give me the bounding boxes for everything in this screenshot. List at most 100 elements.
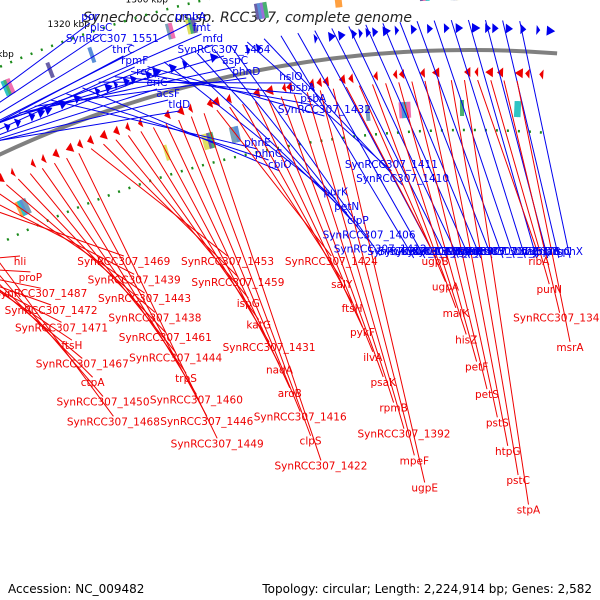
gene-label: ribA xyxy=(528,256,550,268)
label-leader-line xyxy=(165,123,291,389)
gene-label: rpmF xyxy=(121,55,148,67)
gene-label: SynRCC307_1398 xyxy=(367,246,460,258)
gene-label: msrA xyxy=(556,342,584,354)
cog-block-outer xyxy=(422,0,427,1)
gene-label: SynRCC307_1410 xyxy=(356,173,449,185)
gene-label: SynRCC307_1472 xyxy=(5,305,98,317)
gene-label: mpeF xyxy=(400,455,429,467)
map-title: Synechococcus sp. RCC307, complete genom… xyxy=(83,10,412,26)
label-leader-line xyxy=(147,66,325,117)
gene-label: petF xyxy=(465,362,488,374)
forward-gene-arrow xyxy=(94,86,101,97)
reverse-gene-arrow xyxy=(41,153,47,164)
gene-label: ftsH xyxy=(342,303,363,315)
label-leader-line xyxy=(0,262,114,417)
label-leader-line xyxy=(203,113,322,461)
label-leader-line xyxy=(254,101,363,328)
label-leader-line xyxy=(0,275,104,397)
gene-label: SynRCC307_1449 xyxy=(171,438,264,450)
label-leader-line xyxy=(297,32,426,259)
gene-label: SynRCC307_1389 xyxy=(401,246,494,258)
forward-gene-arrow xyxy=(546,25,556,36)
gene-label: phnE xyxy=(244,137,271,149)
gene-label: plsC xyxy=(90,22,112,34)
cog-block-inner xyxy=(406,101,412,118)
gene-label: ilvA xyxy=(363,352,383,364)
forward-gene-arrow xyxy=(245,45,251,56)
label-leader-line xyxy=(319,90,415,456)
gene-label: SynRCC307_1412 xyxy=(334,244,427,256)
label-leader-line xyxy=(178,119,301,412)
reverse-gene-arrow xyxy=(30,158,37,168)
gene-label: SynRCC307_1551 xyxy=(66,33,159,45)
forward-gene-arrow xyxy=(443,23,450,34)
label-leader-line xyxy=(0,290,62,323)
reverse-gene-arrow xyxy=(338,74,346,85)
gene-label: SynRCC307_1467 xyxy=(36,358,129,370)
label-leaders xyxy=(0,19,571,505)
forward-gene-arrow xyxy=(471,23,481,34)
label-leader-line xyxy=(280,35,415,259)
label-leader-line xyxy=(0,22,191,121)
cog-block-outer xyxy=(419,0,424,2)
label-leader-line xyxy=(372,84,457,308)
reverse-gene-arrow xyxy=(308,78,315,89)
forward-gene-arrow xyxy=(129,75,137,85)
cog-block-outer xyxy=(167,22,176,39)
cog-block-outer xyxy=(184,18,193,35)
gene-label: ugpB xyxy=(421,256,448,268)
gene-label: murQ xyxy=(522,246,551,258)
gene-label: hli xyxy=(14,256,27,268)
gene-label: purK xyxy=(323,187,349,199)
reverse-gene-arrow xyxy=(539,69,544,80)
gene-label: katG xyxy=(246,320,271,332)
forward-gene-arrow xyxy=(394,25,400,36)
gene-label: SynRCC307_1411 xyxy=(345,159,438,171)
label-leader-line xyxy=(0,193,145,294)
label-leader-line xyxy=(140,131,270,343)
label-leader-line xyxy=(230,45,381,256)
gene-label: petN xyxy=(334,201,359,213)
forward-gene-arrow xyxy=(372,27,379,38)
label-leader-line xyxy=(450,20,526,259)
label-leader-line xyxy=(0,204,135,275)
cog-block-inner xyxy=(228,126,237,144)
gene-label: argC xyxy=(547,246,572,258)
label-leader-line xyxy=(131,71,314,106)
label-leader-line xyxy=(29,173,177,353)
gene-label: SynRCC307_1443 xyxy=(98,293,191,305)
reverse-gene-arrow xyxy=(348,73,354,84)
gene-label: psbA xyxy=(300,93,327,105)
forward-gene-arrow xyxy=(536,24,541,35)
genome-backbone xyxy=(0,48,558,157)
cog-block-outer xyxy=(425,0,430,1)
genome-summary: Topology: circular; Length: 2,224,914 bp… xyxy=(262,582,592,596)
forward-gene-arrow xyxy=(410,24,418,35)
gene-label: psaK xyxy=(370,377,397,389)
label-leader-line xyxy=(267,98,374,352)
label-leader-line xyxy=(98,81,291,84)
gene-label: trpS xyxy=(175,373,197,385)
gene-label: SynRCC307_1385 xyxy=(412,246,505,258)
label-leader-line xyxy=(332,88,426,483)
cog-block-outer xyxy=(337,0,343,8)
reverse-gene-arrow xyxy=(188,103,194,113)
label-leader-line xyxy=(477,79,540,257)
cog-block-outer xyxy=(5,77,16,95)
forward-gene-arrow xyxy=(104,83,113,93)
kbp-tick-label: 1320 kbp xyxy=(48,20,91,30)
gene-label: cbiO xyxy=(268,159,292,171)
gene-label: stpA xyxy=(517,505,541,517)
label-leader-line xyxy=(503,80,561,313)
reverse-gene-arrow xyxy=(138,117,144,128)
label-leader-line xyxy=(516,80,571,342)
gene-label: por xyxy=(81,11,99,23)
label-leader-line xyxy=(78,153,218,439)
gene-label: SynRCC307_1468 xyxy=(67,416,160,428)
label-leader-line xyxy=(0,22,91,91)
label-leader-line xyxy=(411,81,488,390)
kbp-tick-label: 1340 kbp xyxy=(0,50,14,60)
gene-label: hslO xyxy=(279,71,302,83)
gene-label: phnD xyxy=(232,66,260,78)
genome-rings xyxy=(0,0,558,245)
